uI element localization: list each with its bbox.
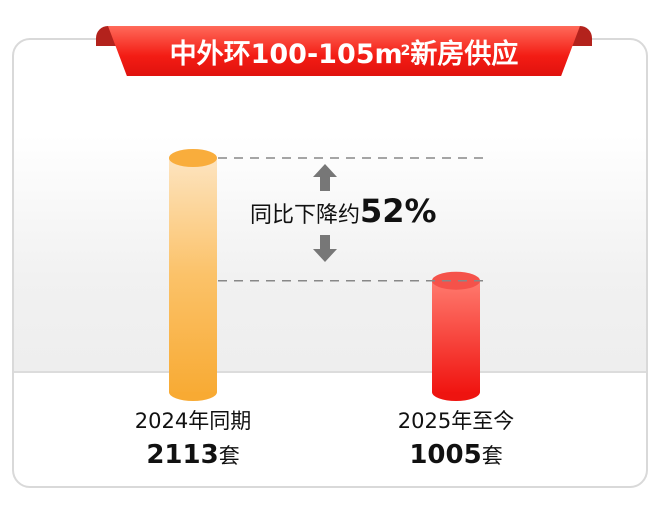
- chart-title-part2: 新房供应: [410, 38, 519, 70]
- chart-title-sup: 2: [400, 43, 411, 59]
- category-label-2025: 2025年至今: [397, 409, 515, 433]
- decline-text: 同比下降约: [250, 203, 361, 228]
- bar-top: [169, 149, 217, 167]
- category-label-2024: 2024年同期: [134, 409, 252, 433]
- chart-title-ribbon: 中外环100-105m 2 新房供应: [108, 26, 580, 76]
- bar: [432, 280, 480, 392]
- bar: [169, 158, 217, 392]
- chart-title-part1: 中外环100-105m: [169, 38, 403, 70]
- decline-value: 52%: [360, 192, 437, 230]
- arrow-down-icon: [313, 235, 337, 262]
- decline-annotation: 同比下降约52%: [250, 192, 437, 230]
- value-label-2024: 2113套: [146, 440, 240, 470]
- bar-top: [432, 271, 480, 290]
- arrow-up-icon: [313, 164, 337, 191]
- value-label-2025: 1005套: [409, 440, 503, 470]
